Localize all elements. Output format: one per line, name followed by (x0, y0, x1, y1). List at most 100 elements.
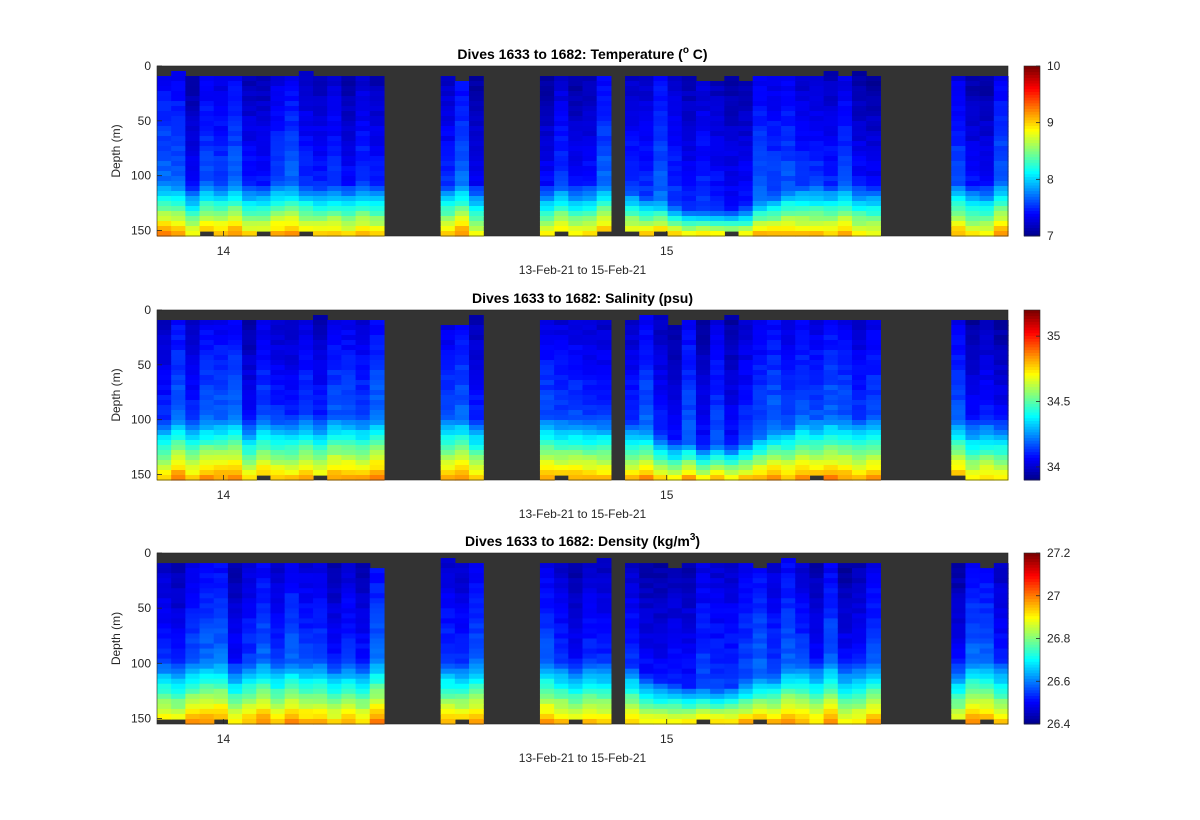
heatmap-cell (667, 370, 683, 376)
heatmap-cell (171, 638, 186, 645)
heatmap-cell (313, 450, 328, 456)
heatmap-cell (667, 683, 683, 690)
heatmap-cell (752, 450, 768, 456)
heatmap-cell (823, 76, 839, 82)
heatmap-cell (795, 573, 811, 579)
heatmap-cell (837, 708, 853, 715)
heatmap-cell (766, 111, 782, 117)
heatmap-cell (653, 191, 669, 197)
heatmap-cell (284, 161, 300, 167)
heatmap-cell (851, 156, 867, 162)
heatmap-cell (738, 608, 754, 614)
heatmap-cell (539, 76, 555, 82)
heatmap-cell (227, 405, 243, 411)
heatmap-cell (809, 450, 825, 456)
heatmap-cell (157, 400, 172, 406)
heatmap-cell (227, 618, 243, 625)
heatmap-cell (568, 613, 584, 619)
heatmap-cell (185, 186, 201, 192)
heatmap-cell (242, 430, 257, 436)
heatmap-cell (185, 231, 201, 237)
heatmap-cell (171, 390, 186, 396)
heatmap-cell (270, 206, 286, 212)
heatmap-cell (781, 455, 796, 461)
heatmap-cell (837, 435, 853, 441)
heatmap-cell (965, 211, 981, 217)
heatmap-cell (851, 588, 867, 594)
heatmap-cell (270, 623, 286, 630)
heatmap-cell (284, 385, 300, 391)
heatmap-cell (284, 231, 300, 237)
heatmap-cell (298, 191, 314, 197)
heatmap-cell (837, 648, 853, 655)
heatmap-cell (298, 573, 314, 579)
heatmap-cell (993, 335, 1009, 341)
heatmap-cell (639, 146, 655, 152)
heatmap-cell (539, 121, 555, 127)
heatmap-cell (667, 593, 683, 599)
heatmap-cell (157, 330, 172, 336)
heatmap-cell (667, 76, 683, 82)
heatmap-cell (242, 370, 257, 376)
heatmap-cell (242, 76, 257, 82)
heatmap-cell (171, 693, 186, 700)
heatmap-cell (256, 226, 272, 232)
heatmap-cell (341, 618, 357, 625)
heatmap-cell (653, 643, 669, 650)
heatmap-cell (979, 648, 995, 655)
heatmap-cell (993, 475, 1009, 481)
heatmap-cell (440, 628, 456, 635)
heatmap-cell (270, 91, 286, 97)
heatmap-cell (639, 470, 655, 476)
heatmap-cell (653, 226, 669, 232)
heatmap-cell (213, 370, 229, 376)
heatmap-cell (227, 430, 243, 436)
heatmap-cell (766, 136, 782, 142)
heatmap-cell (781, 573, 796, 579)
heatmap-cell (866, 81, 881, 87)
heatmap-cell (539, 435, 555, 441)
heatmap-cell (979, 623, 995, 630)
heatmap-cell (440, 161, 456, 167)
heatmap-cell (171, 410, 186, 416)
heatmap-cell (227, 146, 243, 152)
heatmap-cell (227, 400, 243, 406)
heatmap-cell (667, 375, 683, 381)
heatmap-cell (752, 420, 768, 426)
heatmap-cell (341, 91, 357, 97)
heatmap-cell (454, 420, 470, 426)
heatmap-cell (738, 573, 754, 579)
heatmap-cell (809, 668, 825, 675)
heatmap-cell (653, 350, 669, 356)
heatmap-cell (596, 375, 612, 381)
heatmap-cell (369, 578, 385, 584)
heatmap-cell (724, 320, 740, 326)
heatmap-cell (781, 583, 796, 589)
heatmap-cell (795, 191, 811, 197)
heatmap-cell (539, 181, 555, 187)
heatmap-cell (369, 713, 385, 720)
heatmap-cell (724, 211, 740, 217)
heatmap-cell (866, 583, 881, 589)
heatmap-cell (199, 355, 215, 361)
heatmap-cell (681, 465, 697, 471)
heatmap-cell (724, 568, 740, 574)
heatmap-cell (639, 201, 655, 207)
heatmap-cell (341, 111, 357, 117)
heatmap-cell (568, 101, 584, 107)
heatmap-cell (242, 216, 257, 222)
heatmap-cell (454, 440, 470, 446)
heatmap-cell (568, 136, 584, 142)
heatmap-cell (454, 578, 470, 584)
heatmap-cell (199, 638, 215, 645)
heatmap-cell (157, 648, 172, 655)
heatmap-cell (639, 460, 655, 466)
heatmap-cell (653, 658, 669, 665)
heatmap-cell (625, 465, 640, 471)
y-tick-label: 0 (144, 59, 151, 73)
heatmap-cell (582, 106, 598, 112)
heatmap-cell (639, 698, 655, 705)
heatmap-cell (738, 578, 754, 584)
heatmap-cell (625, 226, 640, 232)
heatmap-cell (625, 698, 640, 705)
